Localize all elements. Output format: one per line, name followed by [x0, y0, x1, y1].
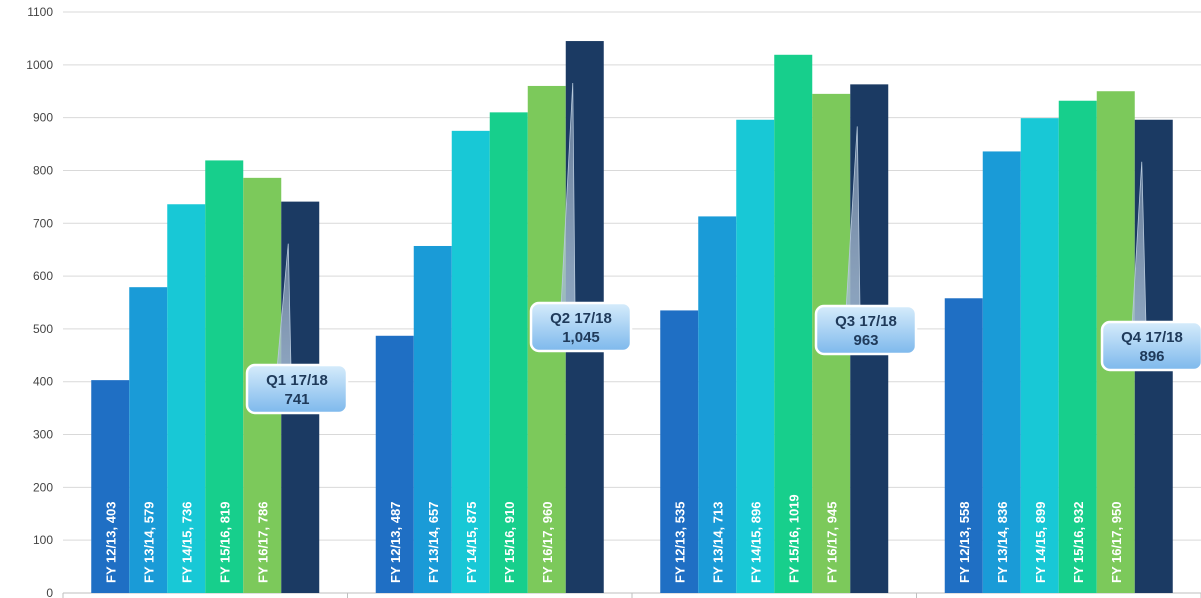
bar-data-label: FY 14/15, 899 — [1033, 502, 1048, 583]
callouts: Q1 17/18 741 Q2 17/18 1,045 Q3 17/18 963 Q4 17… — [245, 83, 1201, 415]
callout-box — [1100, 320, 1201, 372]
bar — [698, 216, 737, 593]
y-tick-label: 0 — [46, 586, 53, 598]
bar — [413, 245, 452, 593]
bar — [944, 298, 983, 593]
bar-data-label: FY 13/14, 579 — [141, 502, 156, 583]
bar — [205, 160, 244, 593]
bar-data-label: FY 13/14, 657 — [426, 502, 441, 583]
callout-period-label: Q4 17/18 — [1121, 329, 1183, 346]
bar-data-label: FY 16/17, 945 — [824, 502, 839, 583]
y-tick-label: 200 — [33, 480, 53, 494]
bar — [375, 335, 414, 593]
callout-period-label: Q2 17/18 — [550, 310, 612, 327]
callout-period-label: Q1 17/18 — [266, 372, 328, 389]
bar-data-label: FY 13/14, 836 — [995, 502, 1010, 583]
y-tick-label: 600 — [33, 269, 53, 283]
bar — [91, 380, 130, 593]
bar — [129, 287, 168, 593]
bar-data-label: FY 14/15, 875 — [464, 502, 479, 583]
bar-data-label: FY 15/16, 1019 — [786, 494, 801, 583]
bar — [660, 310, 699, 593]
y-tick-label: 1000 — [26, 58, 53, 72]
bar-data-label: FY 12/13, 535 — [672, 502, 687, 583]
bar — [489, 112, 528, 593]
y-tick-label: 300 — [33, 428, 53, 442]
callout-value-label: 1,045 — [562, 329, 600, 346]
y-tick-label: 100 — [33, 533, 53, 547]
bar — [451, 130, 490, 593]
bar — [167, 204, 206, 593]
y-tick-label: 700 — [33, 216, 53, 230]
bar — [982, 151, 1021, 593]
bar — [774, 54, 813, 594]
bar-data-label: FY 15/16, 932 — [1071, 502, 1086, 583]
y-tick-label: 1100 — [27, 5, 53, 19]
bar — [1020, 118, 1059, 593]
bar-data-label: FY 12/13, 558 — [957, 502, 972, 583]
bar-data-label: FY 16/17, 950 — [1109, 502, 1124, 583]
bar-data-label: FY 15/16, 910 — [502, 502, 517, 583]
y-tick-label: 400 — [33, 375, 53, 389]
callout-value-label: 741 — [284, 391, 309, 408]
callout-period-label: Q3 17/18 — [835, 313, 897, 330]
bar-data-label: FY 12/13, 487 — [388, 502, 403, 583]
bar-data-label: FY 14/15, 896 — [748, 502, 763, 583]
callout-box — [529, 301, 633, 353]
y-tick-label: 900 — [33, 111, 53, 125]
callout-box — [814, 304, 918, 356]
bar-data-label: FY 13/14, 713 — [710, 502, 725, 583]
bar — [1058, 100, 1097, 593]
bar-data-label: FY 16/17, 786 — [255, 502, 270, 583]
y-tick-label: 800 — [33, 163, 53, 177]
bar-data-label: FY 14/15, 736 — [179, 502, 194, 583]
bar-data-label: FY 12/13, 403 — [103, 502, 118, 583]
bar-data-label: FY 15/16, 819 — [217, 502, 232, 583]
y-tick-label: 500 — [33, 322, 53, 336]
bar-data-label: FY 16/17, 960 — [540, 502, 555, 583]
callout-box — [245, 363, 349, 415]
bar — [736, 119, 775, 594]
callout-value-label: 896 — [1139, 348, 1164, 365]
callout-value-label: 963 — [853, 332, 878, 349]
